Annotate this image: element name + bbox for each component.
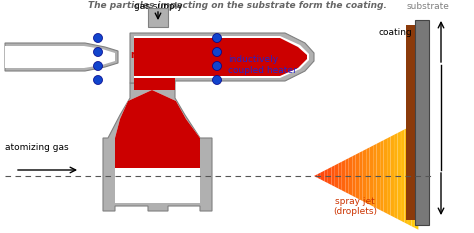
Text: gas supply: gas supply bbox=[134, 2, 182, 11]
Polygon shape bbox=[363, 149, 366, 203]
Polygon shape bbox=[377, 142, 380, 210]
Polygon shape bbox=[324, 169, 328, 183]
Circle shape bbox=[212, 34, 221, 42]
Polygon shape bbox=[359, 151, 363, 201]
Polygon shape bbox=[387, 137, 391, 215]
Polygon shape bbox=[331, 165, 335, 187]
Polygon shape bbox=[346, 158, 349, 194]
Polygon shape bbox=[370, 146, 373, 206]
Polygon shape bbox=[356, 153, 359, 199]
Circle shape bbox=[93, 48, 102, 56]
Text: spray jet
(droplets): spray jet (droplets) bbox=[333, 197, 377, 216]
Polygon shape bbox=[411, 124, 415, 228]
Text: melt pool: melt pool bbox=[131, 50, 183, 60]
Text: substrate: substrate bbox=[407, 2, 449, 11]
Polygon shape bbox=[408, 126, 411, 226]
Bar bbox=[406, 25, 415, 220]
Polygon shape bbox=[415, 122, 419, 230]
Circle shape bbox=[212, 48, 221, 56]
Polygon shape bbox=[366, 147, 370, 205]
Polygon shape bbox=[134, 38, 307, 76]
Polygon shape bbox=[5, 46, 115, 68]
Circle shape bbox=[212, 62, 221, 71]
Polygon shape bbox=[134, 36, 309, 78]
Bar bbox=[415, 20, 429, 225]
Polygon shape bbox=[394, 133, 398, 219]
Polygon shape bbox=[338, 162, 342, 190]
Text: inductively
coupled heater: inductively coupled heater bbox=[228, 55, 297, 75]
Polygon shape bbox=[349, 156, 352, 196]
Polygon shape bbox=[335, 164, 338, 188]
Polygon shape bbox=[103, 83, 212, 211]
Polygon shape bbox=[401, 130, 404, 223]
Text: coating: coating bbox=[378, 28, 412, 37]
Polygon shape bbox=[115, 90, 200, 203]
Polygon shape bbox=[404, 128, 408, 224]
Circle shape bbox=[212, 75, 221, 85]
Polygon shape bbox=[328, 167, 331, 185]
Text: atomizing gas: atomizing gas bbox=[5, 144, 69, 153]
Polygon shape bbox=[383, 138, 387, 214]
Text: The particles impacting on the substrate form the coating.: The particles impacting on the substrate… bbox=[88, 1, 386, 10]
Circle shape bbox=[93, 75, 102, 85]
Polygon shape bbox=[5, 43, 118, 71]
Polygon shape bbox=[134, 78, 175, 90]
Polygon shape bbox=[352, 154, 356, 197]
Circle shape bbox=[93, 62, 102, 71]
Polygon shape bbox=[373, 144, 376, 208]
Circle shape bbox=[93, 34, 102, 42]
Polygon shape bbox=[380, 140, 383, 212]
Polygon shape bbox=[321, 171, 324, 181]
Polygon shape bbox=[318, 172, 321, 179]
Polygon shape bbox=[115, 90, 200, 168]
Polygon shape bbox=[342, 160, 345, 192]
Polygon shape bbox=[130, 33, 314, 83]
Polygon shape bbox=[398, 131, 401, 221]
Polygon shape bbox=[391, 135, 394, 217]
Polygon shape bbox=[314, 174, 318, 178]
Bar bbox=[148, 8, 168, 27]
